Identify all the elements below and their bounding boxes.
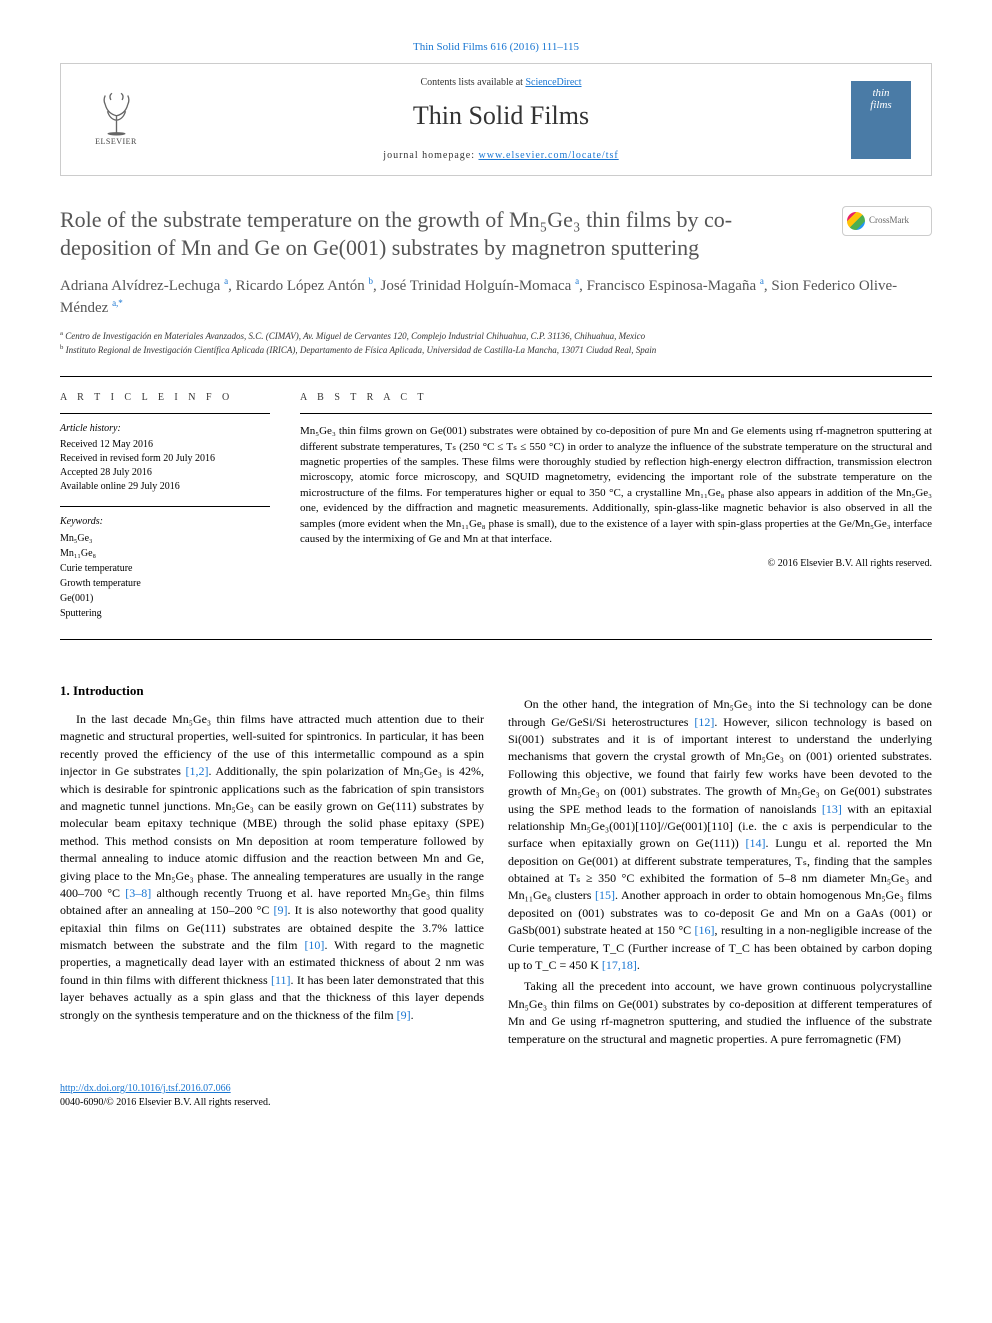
history-3: Available online 29 July 2016 [60, 480, 270, 494]
homepage-link[interactable]: www.elsevier.com/locate/tsf [479, 150, 619, 161]
section-1-heading: 1. Introduction [60, 682, 484, 701]
publisher-name: ELSEVIER [95, 136, 137, 147]
intro-p3: Taking all the precedent into account, w… [508, 978, 932, 1048]
history-2: Accepted 28 July 2016 [60, 466, 270, 480]
crossmark-badge[interactable]: CrossMark [842, 206, 932, 236]
ref-link-r12[interactable]: [12] [694, 715, 714, 729]
ref-link-r17_18[interactable]: [17,18] [602, 958, 637, 972]
article-title: Role of the substrate temperature on the… [60, 206, 822, 263]
contents-text: Contents lists available at [420, 77, 525, 88]
keyword-3: Growth temperature [60, 576, 270, 591]
divider-top [60, 376, 932, 377]
top-citation: Thin Solid Films 616 (2016) 111–115 [60, 40, 932, 55]
copyright: © 2016 Elsevier B.V. All rights reserved… [300, 557, 932, 571]
abstract-divider [300, 413, 932, 414]
page-footer: http://dx.doi.org/10.1016/j.tsf.2016.07.… [60, 1082, 932, 1110]
info-heading: A R T I C L E I N F O [60, 391, 270, 405]
affiliation-b-text: Instituto Regional de Investigación Cien… [66, 345, 657, 355]
ref-link-r15[interactable]: [15] [595, 888, 615, 902]
keyword-4: Ge(001) [60, 591, 270, 606]
history-label: Article history: [60, 422, 270, 436]
ref-link-r9[interactable]: [9] [274, 903, 288, 917]
keyword-2: Curie temperature [60, 561, 270, 576]
ref-link-r3_8[interactable]: [3–8] [125, 886, 151, 900]
cover-text-1: thin [872, 87, 889, 99]
history-0: Received 12 May 2016 [60, 438, 270, 452]
ref-link-r9[interactable]: [9] [397, 1008, 411, 1022]
crossmark-icon [847, 212, 865, 230]
body-column-right: On the other hand, the integration of Mn… [508, 654, 932, 1052]
homepage-label: journal homepage: [383, 150, 478, 161]
ref-link-r1_2[interactable]: [1,2] [185, 764, 208, 778]
cover-text-2: films [870, 99, 891, 111]
journal-header: ELSEVIER Contents lists available at Sci… [60, 63, 932, 175]
abstract-heading: A B S T R A C T [300, 391, 932, 405]
affiliations: a Centro de Investigación en Materiales … [60, 329, 932, 356]
intro-p1: In the last decade Mn₅Ge₃ thin films hav… [60, 711, 484, 1024]
elsevier-logo: ELSEVIER [81, 85, 151, 155]
keywords-label: Keywords: [60, 515, 270, 529]
crossmark-label: CrossMark [869, 214, 909, 227]
keyword-5: Sputtering [60, 606, 270, 621]
intro-p2: On the other hand, the integration of Mn… [508, 696, 932, 974]
keywords-divider [60, 506, 270, 507]
elsevier-tree-icon [94, 91, 139, 136]
ref-link-r11[interactable]: [11] [271, 973, 291, 987]
affiliation-a: a Centro de Investigación en Materiales … [60, 329, 932, 343]
history-1: Received in revised form 20 July 2016 [60, 452, 270, 466]
affiliation-b: b Instituto Regional de Investigación Ci… [60, 343, 932, 357]
ref-link-r13[interactable]: [13] [822, 802, 842, 816]
body-column-left: 1. Introduction In the last decade Mn₅Ge… [60, 654, 484, 1052]
journal-name: Thin Solid Films [151, 98, 851, 134]
sciencedirect-link[interactable]: ScienceDirect [525, 77, 581, 88]
divider-bottom [60, 639, 932, 640]
affiliation-a-text: Centro de Investigación en Materiales Av… [65, 331, 645, 341]
ref-link-r16[interactable]: [16] [695, 923, 715, 937]
contents-line: Contents lists available at ScienceDirec… [151, 76, 851, 90]
ref-link-r10[interactable]: [10] [304, 938, 324, 952]
abstract-text: Mn₅Ge₃ thin films grown on Ge(001) subst… [300, 424, 932, 547]
keyword-1: Mn₁₁Ge₈ [60, 546, 270, 561]
doi-link[interactable]: http://dx.doi.org/10.1016/j.tsf.2016.07.… [60, 1083, 231, 1094]
homepage-line: journal homepage: www.elsevier.com/locat… [151, 149, 851, 163]
article-info: A R T I C L E I N F O Article history: R… [60, 391, 270, 621]
issn-line: 0040-6090/© 2016 Elsevier B.V. All right… [60, 1097, 270, 1108]
abstract: A B S T R A C T Mn₅Ge₃ thin films grown … [300, 391, 932, 621]
journal-cover: thin films [851, 81, 911, 159]
keyword-0: Mn₅Ge₃ [60, 531, 270, 546]
authors: Adriana Alvídrez-Lechuga a, Ricardo Lópe… [60, 275, 932, 319]
ref-link-r14[interactable]: [14] [746, 836, 766, 850]
info-divider [60, 413, 270, 414]
